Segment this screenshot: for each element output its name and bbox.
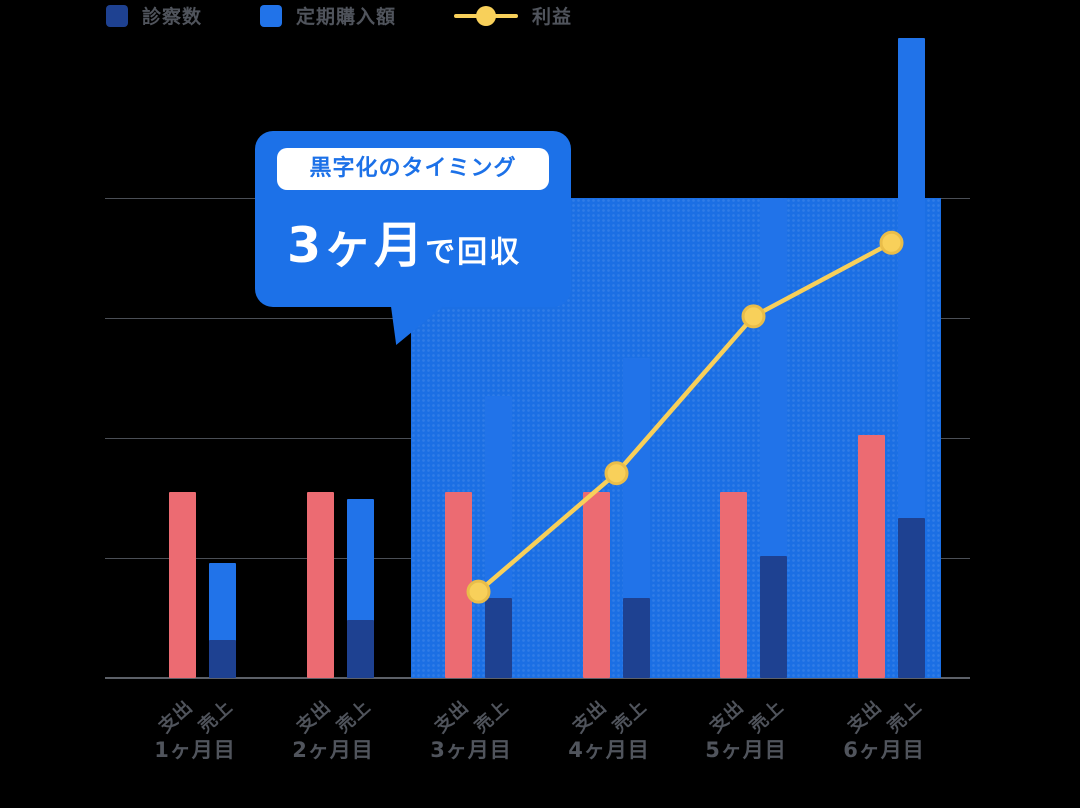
legend: 診察数 定期購入額 利益 bbox=[106, 2, 572, 29]
bar-consultations bbox=[623, 598, 650, 678]
legend-item-consultations: 診察数 bbox=[106, 2, 202, 29]
bar-consultations bbox=[209, 639, 236, 678]
category-label: 4ヶ月目 bbox=[568, 738, 650, 762]
profit-line-swatch-icon bbox=[454, 5, 519, 27]
bar-expense bbox=[307, 492, 334, 678]
category-label: 1ヶ月目 bbox=[154, 738, 236, 762]
legend-item-subscription: 定期購入額 bbox=[260, 2, 396, 29]
category-label: 6ヶ月目 bbox=[843, 738, 925, 762]
callout-breakeven: 黒字化のタイミング 3ヶ月 で回収 bbox=[255, 131, 571, 345]
legend-label-profit: 利益 bbox=[532, 6, 573, 28]
legend-label-consultations: 診察数 bbox=[142, 6, 203, 28]
bar-consultations bbox=[347, 620, 374, 678]
x-axis-line bbox=[105, 677, 970, 679]
consultations-swatch-icon bbox=[106, 4, 128, 27]
bar-consultations bbox=[760, 556, 787, 678]
callout-headline: 3ヶ月 で回収 bbox=[277, 206, 549, 277]
category-label: 2ヶ月目 bbox=[292, 738, 374, 762]
category-label: 5ヶ月目 bbox=[705, 738, 787, 762]
bar-expense bbox=[858, 434, 885, 678]
bar-consultations bbox=[485, 598, 512, 678]
legend-label-subscription: 定期購入額 bbox=[296, 6, 397, 28]
callout-headline-suffix: で回収 bbox=[425, 235, 522, 270]
bar-consultations bbox=[898, 518, 925, 678]
bar-expense bbox=[720, 492, 747, 678]
subscription-swatch-icon bbox=[260, 4, 283, 27]
bar-expense bbox=[169, 492, 196, 678]
bar-expense bbox=[583, 492, 610, 678]
callout-badge: 黒字化のタイミング bbox=[277, 148, 549, 190]
legend-item-profit: 利益 bbox=[454, 2, 572, 29]
category-label: 3ヶ月目 bbox=[430, 738, 512, 762]
bar-expense bbox=[445, 492, 472, 678]
profit-dot-glyph bbox=[476, 5, 497, 26]
callout-headline-big: 3ヶ月 bbox=[287, 217, 426, 274]
